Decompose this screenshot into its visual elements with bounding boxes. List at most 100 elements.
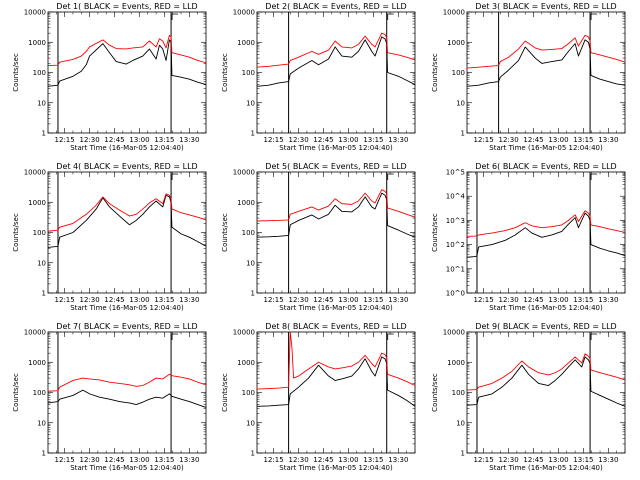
y-tick-label: 1000 [28, 199, 46, 207]
x-tick-label: 12:30 [79, 456, 99, 464]
y-axis-label: Counts/sec [431, 373, 439, 412]
bracket-marker [171, 13, 179, 20]
y-axis-label: Counts/sec [12, 53, 20, 92]
x-tick-label: 12:15 [55, 136, 75, 144]
y-tick-label: 10 [246, 99, 255, 107]
y-tick-label: 10000 [233, 9, 255, 17]
x-tick-label: 13:00 [338, 296, 358, 304]
events-series-line [256, 192, 416, 238]
detector-panel-4: Det 4( BLACK = Events, RED = LLD 1 10 100 10… [12, 162, 207, 312]
x-tick-label: 12:30 [498, 136, 518, 144]
x-tick-label: 13:15 [573, 456, 593, 464]
x-tick-label: 13:15 [154, 136, 174, 144]
y-tick-label: 10^0 [446, 290, 465, 298]
x-axis-label: Start Time (16-Mar-05 12:04:40) [279, 304, 393, 312]
y-tick-label: 1 [251, 290, 255, 298]
y-tick-label: 10^4 [446, 193, 466, 201]
x-tick-label: 13:00 [548, 456, 568, 464]
bracket-marker [590, 13, 598, 20]
events-series-line [47, 194, 207, 248]
x-tick-label: 12:30 [79, 296, 99, 304]
x-tick-label: 12:45 [104, 456, 124, 464]
y-tick-label: 10^2 [446, 241, 465, 249]
detector-panel-6: Det 6( BLACK = Events, RED = LLD 10^0 10^1… [431, 162, 626, 312]
detector-panel-3: Det 3( BLACK = Events, RED = LLD 1 10 100 10… [431, 2, 626, 152]
x-tick-label: 12:15 [474, 296, 494, 304]
x-tick-label: 13:30 [598, 136, 618, 144]
x-tick-label: 13:30 [598, 456, 618, 464]
events-series-line [466, 212, 626, 258]
events-series-line [256, 36, 416, 87]
x-tick-label: 13:30 [179, 136, 199, 144]
x-axis-label: Start Time (16-Mar-05 12:04:40) [70, 464, 184, 472]
x-axis-label: Start Time (16-Mar-05 12:04:40) [489, 464, 603, 472]
bracket-marker [387, 13, 394, 20]
y-tick-label: 1 [461, 450, 465, 458]
panel-title: Det 6( BLACK = Events, RED = LLD [475, 162, 616, 171]
y-axis-label: Counts/sec [221, 213, 229, 252]
x-tick-label: 13:30 [598, 296, 618, 304]
lld-series-line [466, 353, 626, 391]
y-tick-label: 10^1 [446, 265, 465, 273]
events-series-line [466, 39, 626, 87]
y-tick-label: 1000 [237, 199, 255, 207]
lld-series-line [256, 331, 416, 390]
panel-title: Det 4( BLACK = Events, RED = LLD [56, 162, 197, 171]
x-tick-label: 12:15 [264, 136, 284, 144]
bracket-marker [171, 173, 179, 180]
events-series-line [256, 356, 416, 407]
y-tick-label: 100 [33, 229, 46, 237]
x-tick-label: 13:15 [154, 456, 174, 464]
y-axis-label: Counts/sec [431, 53, 439, 92]
y-axis-label: Counts/sec [221, 53, 229, 92]
panel-title: Det 5( BLACK = Events, RED = LLD [265, 162, 406, 171]
detector-panel-8: Det 8( BLACK = Events, RED = LLD 1 10 100 10… [221, 322, 416, 472]
x-tick-label: 12:45 [104, 136, 124, 144]
x-axis-label: Start Time (16-Mar-05 12:04:40) [70, 304, 184, 312]
y-axis-label: Counts/sec [431, 213, 439, 252]
x-tick-label: 12:30 [498, 296, 518, 304]
y-tick-label: 10^3 [446, 217, 465, 225]
y-axis-label: Counts/sec [12, 213, 20, 252]
y-tick-label: 1000 [447, 39, 465, 47]
panel-title: Det 9( BLACK = Events, RED = LLD [475, 322, 616, 331]
x-tick-label: 13:15 [573, 136, 593, 144]
x-tick-label: 12:45 [313, 296, 333, 304]
x-tick-label: 12:45 [104, 296, 124, 304]
y-tick-label: 10 [246, 419, 255, 427]
detector-panel-2: Det 2( BLACK = Events, RED = LLD 1 10 100 10… [221, 2, 416, 152]
x-axis-label: Start Time (16-Mar-05 12:04:40) [489, 304, 603, 312]
y-tick-label: 100 [452, 69, 465, 77]
detector-panel-1: Det 1( BLACK = Events, RED = LLD 1 10 100 10… [12, 2, 207, 152]
x-axis-label: Start Time (16-Mar-05 12:04:40) [279, 144, 393, 152]
x-tick-label: 12:15 [55, 296, 75, 304]
panel-title: Det 7( BLACK = Events, RED = LLD [56, 322, 197, 331]
x-axis-label: Start Time (16-Mar-05 12:04:40) [70, 144, 184, 152]
y-tick-label: 1 [42, 450, 46, 458]
x-tick-label: 12:30 [288, 456, 308, 464]
lld-series-line [256, 189, 416, 222]
plot-frame [466, 171, 626, 294]
x-tick-label: 12:45 [313, 136, 333, 144]
x-tick-label: 13:00 [548, 296, 568, 304]
y-tick-label: 1000 [237, 39, 255, 47]
x-tick-label: 12:45 [523, 456, 543, 464]
x-tick-label: 13:00 [129, 456, 149, 464]
x-tick-label: 12:15 [264, 296, 284, 304]
x-tick-label: 12:45 [523, 296, 543, 304]
bracket-marker [171, 333, 179, 340]
x-tick-label: 12:15 [264, 456, 284, 464]
y-tick-label: 1000 [28, 39, 46, 47]
y-tick-label: 1000 [447, 359, 465, 367]
panel-title: Det 8( BLACK = Events, RED = LLD [265, 322, 406, 331]
y-tick-label: 10 [37, 419, 46, 427]
y-tick-label: 10000 [24, 9, 46, 17]
y-tick-label: 10000 [443, 9, 465, 17]
x-tick-label: 12:30 [288, 296, 308, 304]
x-tick-label: 13:00 [129, 296, 149, 304]
x-tick-label: 12:45 [523, 136, 543, 144]
detector-panel-7: Det 7( BLACK = Events, RED = LLD 1 10 100 10… [12, 322, 207, 472]
bracket-marker [387, 333, 394, 340]
